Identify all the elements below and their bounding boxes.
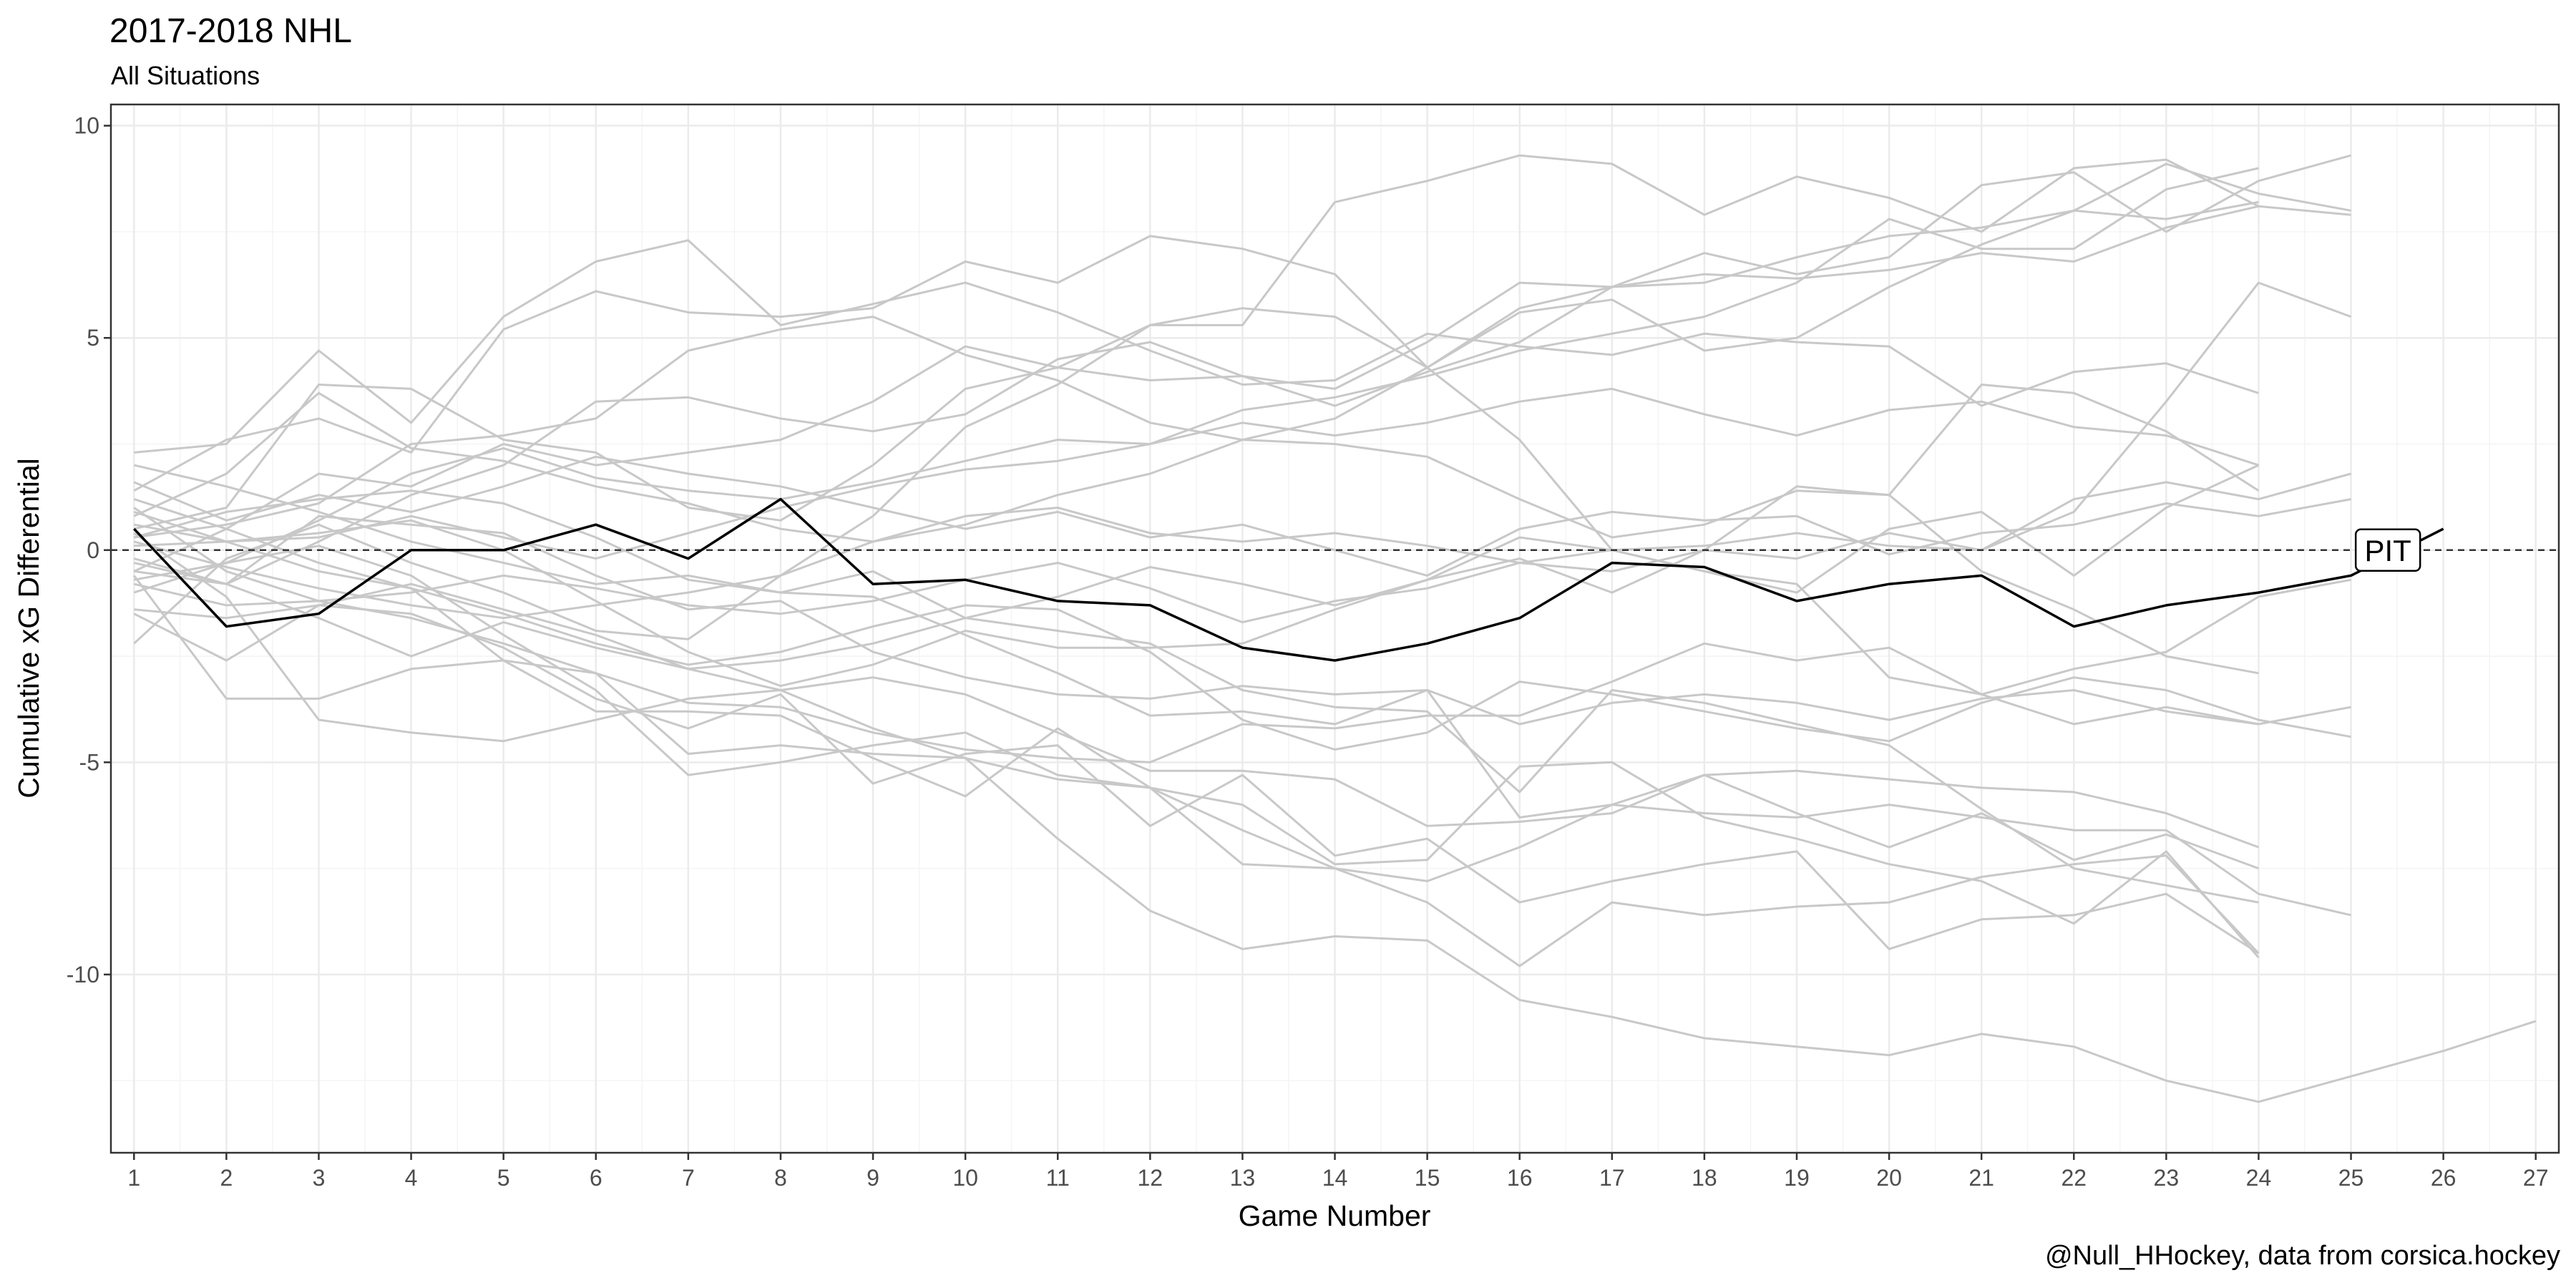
x-tick-label: 20: [1876, 1165, 1902, 1191]
team-line: [133, 557, 2537, 1103]
team-line: [134, 604, 2260, 955]
team-label: PIT: [2354, 528, 2421, 572]
x-tick-label: 18: [1692, 1165, 1717, 1191]
y-axis-title: Cumulative xG Differential: [12, 458, 45, 798]
team-line: [134, 523, 2260, 967]
x-tick-label: 1: [127, 1165, 140, 1191]
x-axis-title: Game Number: [1239, 1199, 1431, 1232]
x-tick-label: 3: [313, 1165, 326, 1191]
y-tick-label: 10: [74, 113, 99, 139]
x-tick-label: 10: [952, 1165, 978, 1191]
y-axis: -10 -5 0 5 10: [67, 113, 111, 987]
team-line: [133, 154, 2351, 530]
team-line: [133, 507, 2351, 917]
team-line: [133, 205, 2259, 572]
x-tick-label: 2: [220, 1165, 233, 1191]
x-tick-label: 25: [2338, 1165, 2364, 1191]
team-line: [133, 464, 2259, 870]
team-line: [134, 545, 2260, 959]
x-tick-label: 17: [1599, 1165, 1625, 1191]
x-tick-label: 15: [1415, 1165, 1440, 1191]
team-line: [133, 455, 2351, 577]
x-tick-label: 21: [1968, 1165, 1994, 1191]
y-tick-label: -5: [79, 749, 99, 775]
team-line: [134, 239, 2259, 454]
x-tick-label: 24: [2246, 1165, 2272, 1191]
team-line: [133, 498, 2351, 751]
x-tick-label: 6: [590, 1165, 602, 1191]
team-line: [133, 489, 2259, 904]
team-line: [133, 464, 2260, 624]
x-tick-label: 26: [2431, 1165, 2457, 1191]
team-line: [133, 200, 2259, 645]
x-tick-label: 22: [2061, 1165, 2087, 1191]
team-line: [134, 316, 2260, 539]
team-line: [133, 514, 2259, 726]
chart-caption: @Null_HHockey, data from corsica.hockey: [2045, 1241, 2560, 1271]
y-tick-label: 0: [87, 537, 99, 563]
team-line: [133, 485, 2259, 675]
major-gridlines: [111, 104, 2559, 1153]
x-axis: 1 2 3 4 5 6 7 8 9 10 11 12 13 14 15 16 17 18 19 20 21 22 23 24 2…: [127, 1153, 2549, 1191]
pit-team-line: [133, 497, 2444, 662]
team-line: [133, 387, 2259, 560]
chart-title: 2017-2018 NHL: [109, 12, 352, 50]
x-tick-label: 13: [1230, 1165, 1256, 1191]
x-tick-label: 14: [1322, 1165, 1348, 1191]
x-tick-label: 27: [2523, 1165, 2549, 1191]
x-tick-label: 23: [2154, 1165, 2180, 1191]
y-tick-label: -10: [67, 962, 99, 987]
x-tick-label: 4: [405, 1165, 418, 1191]
team-label-box: [2354, 528, 2421, 572]
x-tick-label: 8: [774, 1165, 787, 1191]
x-tick-label: 11: [1046, 1165, 1070, 1191]
x-tick-label: 16: [1507, 1165, 1533, 1191]
x-tick-label: 19: [1784, 1165, 1810, 1191]
team-line: [133, 532, 2259, 849]
chart-subtitle: All Situations: [111, 61, 260, 90]
x-tick-label: 9: [867, 1165, 879, 1191]
x-tick-label: 7: [682, 1165, 695, 1191]
y-tick-label: 5: [87, 325, 99, 351]
team-label-text: PIT: [2365, 534, 2411, 567]
other-teams-lines: [133, 154, 2537, 1103]
x-tick-label: 5: [497, 1165, 510, 1191]
team-line: [134, 154, 2351, 585]
x-tick-label: 12: [1138, 1165, 1163, 1191]
team-line: [133, 167, 2259, 594]
